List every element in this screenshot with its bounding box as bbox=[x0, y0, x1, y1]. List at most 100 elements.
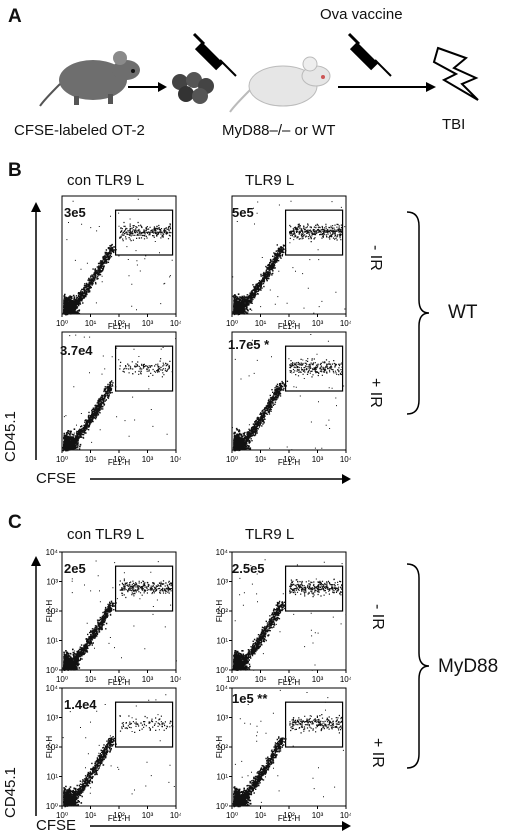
tick-label: 10² bbox=[113, 811, 125, 820]
tick-label: 10² bbox=[283, 675, 295, 684]
flow-plot-b-1: 10⁰ 10¹ 10² 10³ 10⁴ FL1-H bbox=[46, 192, 181, 330]
tick-label: 10³ bbox=[312, 455, 324, 464]
x-axis-arrow bbox=[90, 472, 352, 491]
tick-label: 10¹ bbox=[255, 811, 267, 820]
y-axis-arrow bbox=[30, 202, 42, 467]
panel-a-letter: A bbox=[8, 6, 22, 27]
tick-label: 10⁰ bbox=[226, 811, 238, 820]
cells-icon bbox=[170, 70, 216, 111]
x-axis-label: CFSE bbox=[36, 817, 77, 834]
plot-x-label: FL1-H bbox=[108, 458, 130, 466]
tick-label: 10⁴ bbox=[216, 684, 229, 693]
flow-plot-b-4: 10⁰ 10¹ 10² 10³ 10⁴ FL1-H bbox=[216, 328, 351, 466]
tick-label: 10³ bbox=[142, 319, 154, 328]
col-title-tlr9: TLR9 L bbox=[245, 526, 295, 543]
tick-label: 10⁰ bbox=[56, 675, 68, 684]
syringe-icon bbox=[345, 30, 395, 85]
plot-y-label: FL2-H bbox=[216, 736, 224, 758]
tick-label: 10² bbox=[113, 319, 125, 328]
tick-label: 10¹ bbox=[85, 811, 97, 820]
gate-count: 3e5 bbox=[64, 205, 86, 220]
row-label-plus-ir: + IR bbox=[369, 738, 386, 768]
mouse-donor-icon bbox=[38, 40, 148, 115]
tick-label: 10¹ bbox=[46, 637, 58, 646]
tick-label: 10⁰ bbox=[216, 666, 228, 675]
arrow-icon bbox=[338, 80, 438, 99]
flow-plot-c-4: 10⁰ 10⁰ 10¹ 10¹ 10² 10² 10³ 10³ 10⁴ 10⁴ FL1-H FL2-H bbox=[216, 684, 351, 822]
y-axis-label: CD45.1 bbox=[2, 767, 19, 818]
flow-plot-c-3: 10⁰ 10⁰ 10¹ 10¹ 10² 10² 10³ 10³ 10⁴ 10⁴ FL1-H FL2-H bbox=[46, 684, 181, 822]
gate-count: 3.7e4 bbox=[60, 343, 93, 358]
plot-x-label: FL1-H bbox=[278, 814, 300, 822]
tick-label: 10⁴ bbox=[340, 455, 351, 464]
plot-y-label: FL2-H bbox=[46, 600, 54, 622]
tick-label: 10⁰ bbox=[56, 319, 68, 328]
tick-label: 10³ bbox=[312, 811, 324, 820]
tick-label: 10⁴ bbox=[46, 684, 59, 693]
tick-label: 10³ bbox=[312, 675, 324, 684]
tick-label: 10¹ bbox=[85, 675, 97, 684]
mouse-recipient-icon bbox=[228, 46, 338, 121]
tick-label: 10² bbox=[216, 607, 228, 616]
tick-label: 10² bbox=[113, 455, 125, 464]
group-bracket bbox=[405, 562, 431, 775]
tick-label: 10⁴ bbox=[216, 548, 229, 557]
recipient-label: MyD88–/– or WT bbox=[222, 122, 336, 139]
tick-label: 10¹ bbox=[216, 637, 228, 646]
tick-label: 10¹ bbox=[255, 319, 267, 328]
tick-label: 10⁴ bbox=[340, 811, 351, 820]
tick-label: 10⁴ bbox=[170, 319, 181, 328]
tick-label: 10² bbox=[46, 743, 58, 752]
flow-plot-c-1: 10⁰ 10⁰ 10¹ 10¹ 10² 10² 10³ 10³ 10⁴ 10⁴ FL1-H FL2-H bbox=[46, 548, 181, 686]
tick-label: 10⁰ bbox=[46, 802, 58, 811]
tick-label: 10¹ bbox=[85, 455, 97, 464]
tick-label: 10³ bbox=[216, 578, 228, 587]
panel-c-letter: C bbox=[8, 512, 22, 533]
lightning-icon bbox=[432, 44, 482, 109]
tick-label: 10⁰ bbox=[226, 455, 238, 464]
tbi-label: TBI bbox=[442, 116, 466, 133]
flow-plot-b-3: 10⁰ 10¹ 10² 10³ 10⁴ FL1-H bbox=[46, 328, 181, 466]
tick-label: 10⁰ bbox=[216, 802, 228, 811]
tick-label: 10³ bbox=[312, 319, 324, 328]
tick-label: 10¹ bbox=[46, 773, 58, 782]
row-label-plus-ir: + IR bbox=[367, 378, 384, 408]
gate-count: 2e5 bbox=[64, 561, 86, 576]
tick-label: 10² bbox=[216, 743, 228, 752]
plot-x-label: FL1-H bbox=[108, 322, 130, 330]
col-title-con: con TLR9 L bbox=[67, 172, 145, 189]
tick-label: 10² bbox=[283, 811, 295, 820]
plot-x-label: FL1-H bbox=[278, 678, 300, 686]
tick-label: 10¹ bbox=[216, 773, 228, 782]
row-label-minus-ir: - IR bbox=[369, 604, 386, 630]
tick-label: 10³ bbox=[142, 675, 154, 684]
gate-count: 1.4e4 bbox=[64, 697, 97, 712]
col-title-con: con TLR9 L bbox=[67, 526, 145, 543]
vaccine-label: Ova vaccine bbox=[320, 6, 403, 23]
cells-label: CFSE-labeled OT-2 bbox=[14, 122, 145, 139]
x-axis-arrow bbox=[90, 819, 352, 838]
tick-label: 10³ bbox=[46, 578, 58, 587]
gate-count: 2.5e5 bbox=[232, 561, 265, 576]
tick-label: 10³ bbox=[142, 811, 154, 820]
group-label-wt: WT bbox=[448, 302, 478, 323]
tick-label: 10⁰ bbox=[56, 455, 68, 464]
tick-label: 10⁰ bbox=[46, 666, 58, 675]
x-axis-label: CFSE bbox=[36, 470, 77, 487]
tick-label: 10¹ bbox=[85, 319, 97, 328]
tick-label: 10² bbox=[113, 675, 125, 684]
flow-plot-c-2: 10⁰ 10⁰ 10¹ 10¹ 10² 10² 10³ 10³ 10⁴ 10⁴ FL1-H FL2-H bbox=[216, 548, 351, 686]
y-axis-label: CD45.1 bbox=[2, 411, 19, 462]
gate-count: 1e5 ** bbox=[232, 691, 268, 706]
syringe-icon bbox=[190, 30, 240, 85]
row-label-minus-ir: - IR bbox=[367, 245, 384, 271]
tick-label: 10³ bbox=[46, 714, 58, 723]
group-bracket bbox=[405, 210, 431, 421]
plot-y-label: FL2-H bbox=[46, 736, 54, 758]
tick-label: 10⁴ bbox=[170, 675, 181, 684]
tick-label: 10⁰ bbox=[226, 675, 238, 684]
plot-x-label: FL1-H bbox=[108, 814, 130, 822]
plot-y-label: FL2-H bbox=[216, 600, 224, 622]
tick-label: 10⁴ bbox=[170, 455, 181, 464]
tick-label: 10⁰ bbox=[226, 319, 238, 328]
